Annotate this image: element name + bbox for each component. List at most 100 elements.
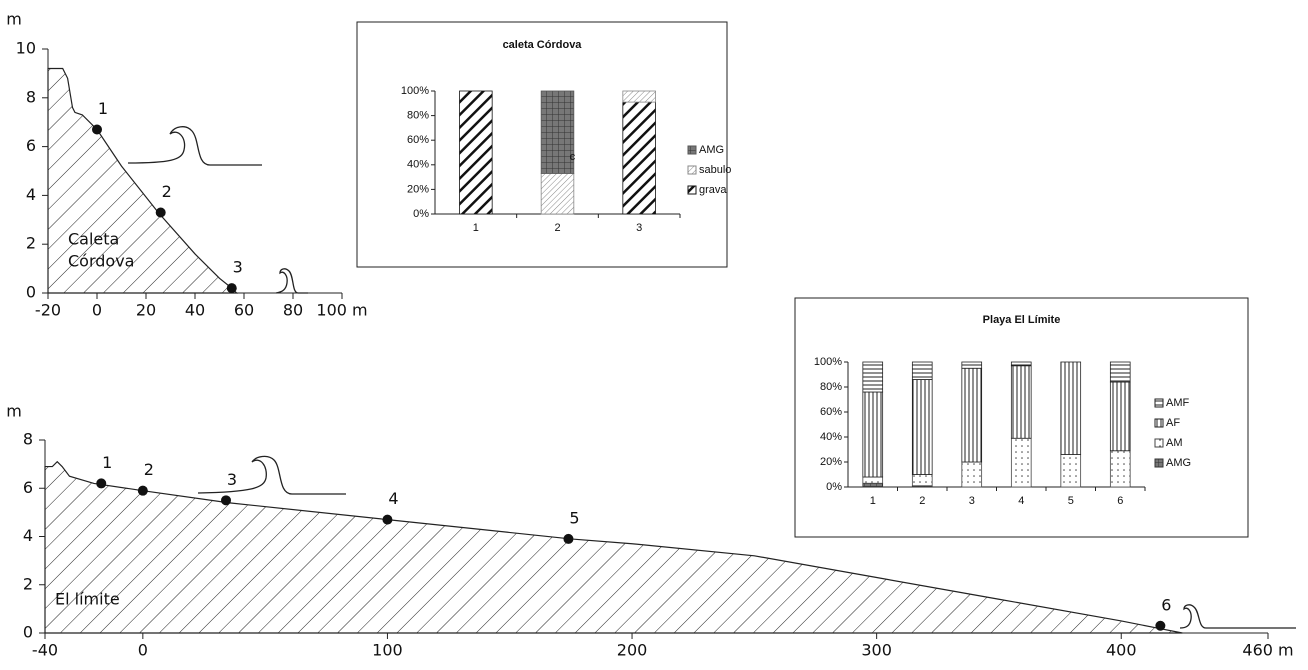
x-tick-label: 200: [617, 641, 648, 660]
legend-label: AMG: [1166, 457, 1191, 469]
x-tick-label: 60: [234, 301, 254, 320]
station-label: 1: [98, 99, 108, 118]
y-tick-label: 60%: [407, 134, 429, 146]
area-label: Córdova: [68, 252, 134, 271]
bar-segment: [1109, 381, 1131, 452]
area-label: Caleta: [68, 230, 119, 249]
x-tick-label: 2: [554, 222, 560, 234]
x-tick-label: 0: [92, 301, 102, 320]
legend-label: grava: [699, 184, 727, 196]
bar-segment: [1010, 365, 1032, 439]
x-tick-label: 1: [473, 222, 479, 234]
bar-segment: [911, 474, 933, 487]
y-tick-label: 20%: [407, 183, 429, 195]
legend-swatch: [1154, 398, 1164, 408]
y-tick-label: 0%: [413, 208, 429, 220]
y-tick-label: 100%: [401, 85, 429, 97]
legend-label: AF: [1166, 417, 1180, 429]
x-tick-label: 4: [1018, 495, 1024, 507]
y-tick-label: 60%: [820, 406, 842, 418]
y-tick-label: 20%: [820, 456, 842, 468]
bar-segment: [1060, 454, 1082, 488]
station: [92, 124, 102, 135]
station-label: 1: [102, 453, 112, 472]
station-label: 2: [162, 182, 172, 201]
legend-label: AM: [1166, 437, 1183, 449]
x-tick-label: 100: [372, 641, 403, 660]
y-tick-label: 80%: [407, 110, 429, 122]
x-tick-label: 460 m: [1242, 641, 1293, 660]
x-tick-label: 20: [136, 301, 156, 320]
station-label: 3: [227, 470, 237, 489]
legend-swatch: [1154, 418, 1164, 428]
x-tick-label: -40: [32, 641, 58, 660]
bar-segment: [540, 173, 575, 215]
y-axis-label: m: [6, 10, 22, 29]
x-tick-label: 3: [636, 222, 642, 234]
legend-swatch: [1154, 458, 1164, 468]
station: [1155, 620, 1166, 631]
x-tick-label: 2: [919, 495, 925, 507]
y-tick-label: 40%: [820, 431, 842, 443]
y-tick-label: 0%: [826, 481, 842, 493]
station-label: 6: [1161, 595, 1171, 614]
bar-segment: [862, 361, 884, 393]
x-tick-label: 6: [1117, 495, 1123, 507]
wave: [275, 268, 308, 294]
station-label: 4: [388, 489, 398, 508]
bar-segment: [1060, 361, 1082, 455]
bar-segment: [911, 361, 933, 380]
y-tick-label: 100%: [814, 356, 842, 368]
bar-segment: [862, 391, 884, 478]
y-tick-label: 2: [23, 574, 33, 593]
chart-title: Playa El Límite: [983, 314, 1061, 326]
waves: [127, 126, 1296, 629]
bar-segment: [1010, 437, 1032, 488]
station: [137, 485, 148, 496]
station: [563, 533, 574, 544]
x-tick-label: -20: [35, 301, 61, 320]
x-tick-label: 3: [969, 495, 975, 507]
legend-label: sabulo: [699, 164, 731, 176]
station-label: 5: [569, 508, 579, 527]
x-tick-label: 5: [1068, 495, 1074, 507]
y-tick-label: 4: [23, 526, 33, 545]
y-tick-label: 10: [16, 39, 36, 58]
station: [155, 207, 166, 218]
station: [382, 514, 393, 525]
bar-segment: [911, 379, 933, 475]
legend-swatch: [1154, 438, 1164, 448]
station: [226, 283, 237, 294]
bar-segment: [862, 476, 884, 484]
annotation: c: [570, 151, 576, 163]
x-tick-label: 300: [861, 641, 892, 660]
x-tick-label: 1: [870, 495, 876, 507]
bar-segment: [622, 101, 656, 215]
y-tick-label: 6: [26, 136, 36, 155]
bar-segment: [961, 367, 983, 463]
x-tick-label: 400: [1106, 641, 1137, 660]
bar-segment: [1109, 450, 1131, 488]
legend-label: AMF: [1166, 397, 1190, 409]
area-label: El límite: [55, 590, 120, 609]
bar-segment: [1010, 361, 1032, 367]
y-tick-label: 8: [26, 87, 36, 106]
y-tick-label: 0: [23, 623, 33, 642]
station-label: 2: [144, 460, 154, 479]
bar-segment: [862, 482, 884, 488]
legend-swatch: [687, 145, 697, 155]
y-tick-label: 2: [26, 234, 36, 253]
y-tick-label: 0: [26, 283, 36, 302]
legend-label: AMG: [699, 144, 724, 156]
x-tick-label: 100 m: [316, 301, 367, 320]
y-tick-label: 40%: [407, 159, 429, 171]
wave: [197, 455, 346, 495]
bar-segment: [622, 90, 656, 103]
x-tick-label: 0: [138, 641, 148, 660]
chart-title: caleta Córdova: [503, 39, 583, 51]
wave: [127, 126, 262, 166]
bar-segment: [961, 361, 983, 369]
bar-segment: [961, 461, 983, 488]
y-tick-label: 6: [23, 478, 33, 497]
